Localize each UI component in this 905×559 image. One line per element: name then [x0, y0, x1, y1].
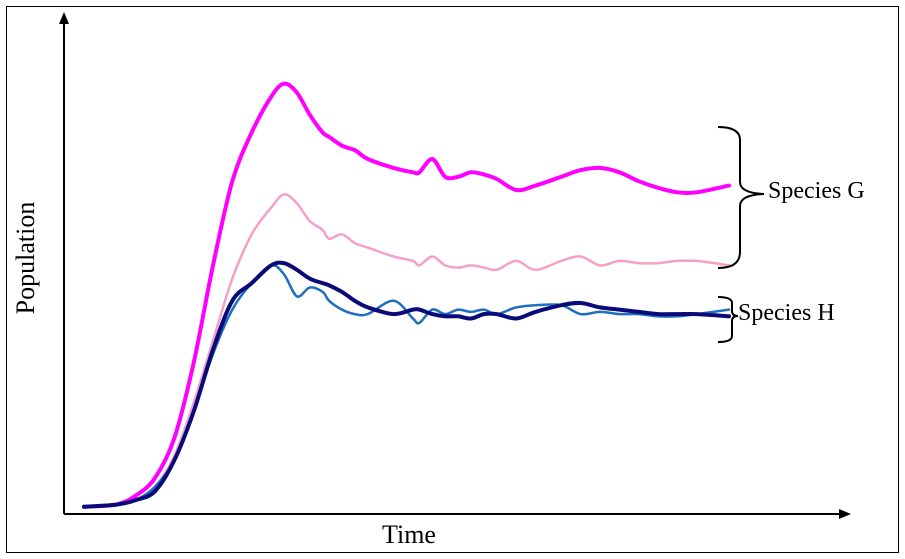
chart-frame: [6, 6, 899, 553]
series-layer: [82, 81, 731, 509]
species-g-bracket: [717, 126, 765, 269]
group-brackets: [717, 126, 765, 343]
x-axis-arrow: [839, 509, 851, 519]
species-h-label: Species H: [738, 300, 835, 326]
series-line-1: [82, 193, 731, 509]
series-line-3: [82, 260, 731, 509]
series-line-2: [82, 263, 731, 509]
species-g-label: Species G: [768, 178, 865, 204]
y-axis-label: Population: [11, 201, 40, 315]
series-line-0: [82, 81, 731, 509]
species-h-bracket: [717, 296, 739, 343]
x-axis-label: Time: [382, 520, 436, 549]
axes: [59, 12, 851, 519]
y-axis-arrow: [59, 12, 69, 24]
